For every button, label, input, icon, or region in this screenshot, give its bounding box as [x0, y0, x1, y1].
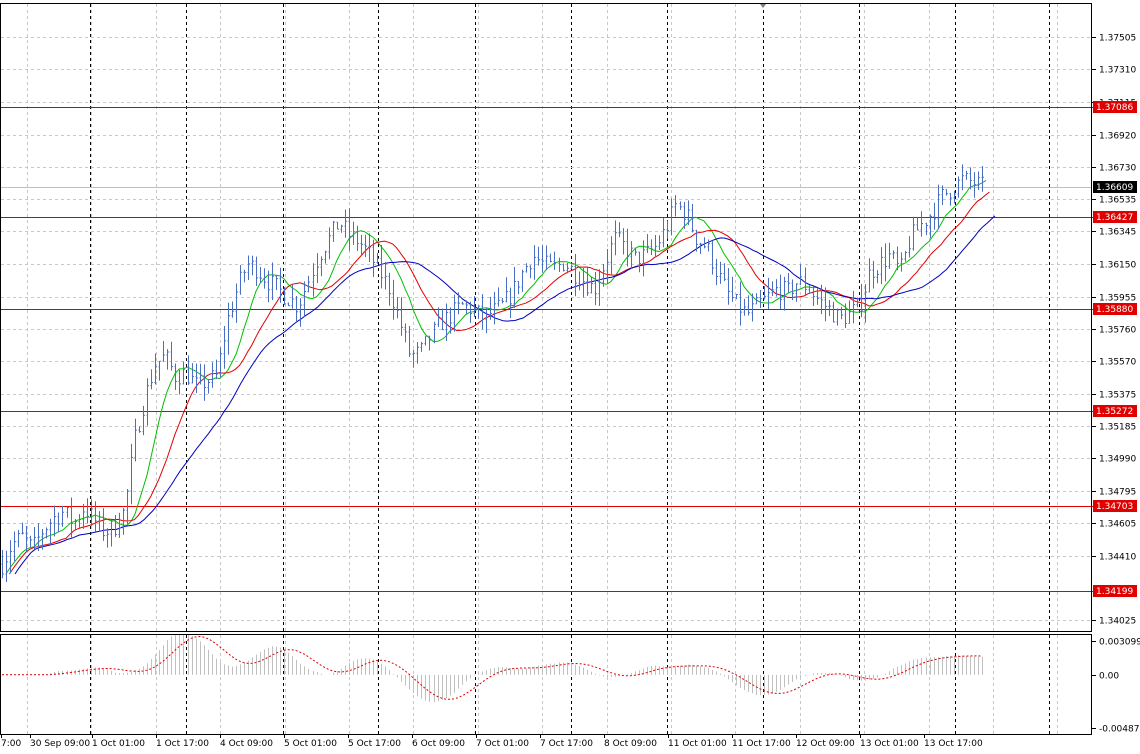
price-tick-label: 1.35185 [1099, 423, 1136, 433]
time-tick-label: 12 Oct 09:00 [796, 739, 855, 749]
level-price-tag-label: 1.37086 [1096, 103, 1133, 113]
time-tick-label: 7 Oct 17:00 [540, 739, 593, 749]
price-tick-label: 1.36730 [1099, 164, 1136, 174]
price-tick-label: 1.36920 [1099, 132, 1136, 142]
level-price-tag [1093, 405, 1137, 417]
level-price-tag-label: 1.34199 [1096, 587, 1133, 597]
level-price-tag-label: 1.34703 [1096, 502, 1133, 512]
current-price-tag [1093, 181, 1137, 193]
price-tick-label: 1.35955 [1099, 294, 1136, 304]
time-tick-label: 13 Oct 01:00 [860, 739, 919, 749]
oscillator-axis: 0.003099 0.00 -0.00487 [1092, 638, 1140, 735]
main-panel-border [0, 3, 1092, 632]
time-tick-label: 4 Oct 09:00 [220, 739, 273, 749]
candlesticks [1, 164, 984, 583]
chart-frame [0, 3, 1092, 735]
price-tick-label: 1.35570 [1099, 358, 1136, 368]
level-price-tag-label: 1.35272 [1096, 407, 1133, 417]
level-price-tags: 1.37086 1.36427 1.35880 1.35272 1.34703 1.341… [1093, 101, 1137, 597]
price-tick-label: 1.37310 [1099, 66, 1136, 76]
time-tick-label: 1 Oct 17:00 [156, 739, 209, 749]
level-price-tag-label: 1.36427 [1096, 213, 1133, 223]
moving-averages [5, 179, 996, 575]
grid [1, 4, 1091, 734]
level-price-tag [1093, 500, 1137, 512]
time-axis[interactable]: 7:00 30 Sep 09:00 1 Oct 01:00 1 Oct 17:00 4 … [1, 734, 983, 749]
price-tick-label: 1.37505 [1099, 34, 1136, 44]
price-tick-label: 1.36150 [1099, 261, 1136, 271]
time-tick-label: 11 Oct 17:00 [732, 739, 791, 749]
oscillator-tick-label: 0.00 [1099, 672, 1119, 682]
horizontal-levels[interactable] [1, 107, 1093, 592]
time-tick-label: 11 Oct 01:00 [668, 739, 727, 749]
ma-slow-line [14, 215, 996, 575]
price-tick-label: 1.34025 [1099, 617, 1136, 627]
time-tick-label: 13 Oct 17:00 [924, 739, 983, 749]
oscillator-tick-label: 0.003099 [1099, 638, 1140, 648]
oscillator-tick-label: -0.00487 [1099, 725, 1139, 735]
level-price-tag [1093, 211, 1137, 223]
level-price-tag [1093, 303, 1137, 315]
oscillator-panel-border [0, 634, 1092, 735]
time-tick-label: 6 Oct 09:00 [412, 739, 465, 749]
current-price-tag-label: 1.36609 [1096, 183, 1133, 193]
time-tick-label: 7 Oct 01:00 [476, 739, 529, 749]
price-tick-label: 1.34990 [1099, 455, 1136, 465]
time-tick-label: 30 Sep 09:00 [30, 739, 90, 749]
price-tick-label: 1.34795 [1099, 488, 1136, 498]
price-tick-label: 1.35375 [1099, 391, 1136, 401]
price-tick-label: 1.35760 [1099, 326, 1136, 336]
time-tick-label: 5 Oct 01:00 [284, 739, 337, 749]
level-price-tag [1093, 585, 1137, 597]
time-tick-label: 8 Oct 09:00 [604, 739, 657, 749]
level-price-tag [1093, 101, 1137, 113]
oscillator-histogram [2, 633, 983, 703]
price-tick-label: 1.36345 [1099, 228, 1136, 238]
price-tick-label: 1.34410 [1099, 553, 1136, 563]
ma-mid-line [9, 191, 990, 575]
price-tick-label: 1.36535 [1099, 196, 1136, 206]
price-tick-label: 1.34605 [1099, 520, 1136, 530]
time-tick-label: 1 Oct 01:00 [92, 739, 145, 749]
level-price-tag-label: 1.35880 [1096, 305, 1133, 315]
time-tick-label: 5 Oct 17:00 [348, 739, 401, 749]
chart-shift-marker-icon[interactable] [760, 4, 766, 8]
time-tick-label: 7:00 [1, 739, 21, 749]
